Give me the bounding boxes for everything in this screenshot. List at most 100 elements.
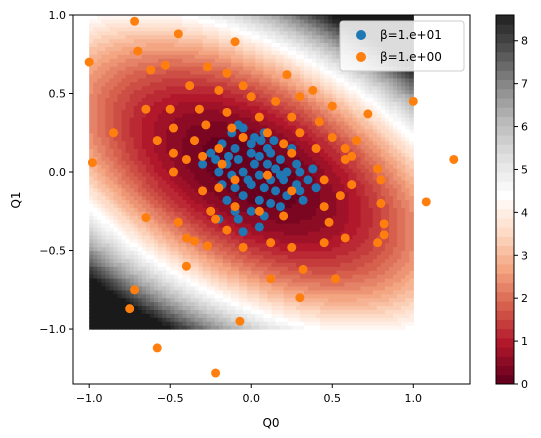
contour-cell <box>218 152 224 157</box>
contour-cell <box>214 132 220 138</box>
contour-cell <box>93 317 98 322</box>
contour-cell <box>174 325 179 330</box>
contour-cell <box>239 89 244 95</box>
contour-cell <box>113 93 119 99</box>
contour-cell <box>109 191 115 197</box>
contour-cell <box>324 297 329 303</box>
contour-cell <box>125 124 131 130</box>
contour-cell <box>299 50 305 55</box>
contour-cell <box>263 124 269 130</box>
contour-cell <box>328 54 333 59</box>
contour-cell <box>101 191 107 197</box>
contour-cell <box>129 50 135 55</box>
contour-cell <box>222 132 228 138</box>
contour-cell <box>182 164 188 169</box>
contour-cell <box>328 160 333 165</box>
contour-cell <box>182 81 188 87</box>
contour-cell <box>210 258 216 263</box>
contour-cell <box>137 54 143 59</box>
contour-cell <box>275 325 281 330</box>
contour-cell <box>295 203 301 208</box>
contour-cell <box>214 297 220 303</box>
contour-cell <box>251 81 256 87</box>
contour-cell <box>271 54 277 59</box>
contour-cell <box>320 97 325 102</box>
contour-cell <box>287 22 293 28</box>
contour-cell <box>145 54 151 59</box>
contour-cell <box>113 219 119 224</box>
contour-cell <box>170 293 175 299</box>
contour-cell <box>178 207 183 212</box>
contour-cell <box>287 30 293 36</box>
contour-cell <box>218 30 224 36</box>
contour-cell <box>194 46 200 51</box>
contour-cell <box>295 101 301 106</box>
contour-cell <box>275 305 281 311</box>
contour-cell <box>320 223 325 228</box>
contour-cell <box>186 179 192 185</box>
contour-cell <box>230 289 236 295</box>
contour-cell <box>235 191 240 197</box>
contour-cell <box>182 183 188 189</box>
contour-cell <box>145 289 151 295</box>
contour-cell <box>182 242 188 248</box>
contour-cell <box>137 274 143 279</box>
contour-cell <box>263 223 269 228</box>
contour-cell <box>166 242 171 248</box>
contour-cell <box>101 73 107 79</box>
contour-cell <box>279 254 285 259</box>
contour-cell <box>162 109 167 114</box>
contour-cell <box>275 281 281 287</box>
contour-cell <box>332 128 337 134</box>
contour-cell <box>283 183 289 189</box>
contour-cell <box>174 156 179 161</box>
contour-cell <box>158 266 163 271</box>
contour-cell <box>178 46 183 51</box>
contour-cell <box>166 85 171 91</box>
contour-cell <box>316 321 321 326</box>
contour-cell <box>206 38 212 44</box>
contour-cell <box>182 187 188 193</box>
contour-cell <box>158 113 163 118</box>
contour-cell <box>235 223 240 228</box>
contour-cell <box>105 97 111 102</box>
contour-cell <box>287 234 293 240</box>
contour-cell <box>267 38 273 44</box>
contour-cell <box>178 156 183 161</box>
contour-cell <box>230 215 236 220</box>
contour-cell <box>105 62 111 67</box>
contour-cell <box>133 207 139 212</box>
contour-cell <box>133 42 139 48</box>
contour-cell <box>158 89 163 95</box>
contour-cell <box>210 73 216 79</box>
contour-cell <box>162 22 167 28</box>
contour-cell <box>202 207 208 212</box>
contour-cell <box>222 34 228 40</box>
contour-cell <box>174 15 179 20</box>
contour-cell <box>247 69 252 75</box>
contour-cell <box>141 266 147 271</box>
contour-cell <box>206 46 212 51</box>
contour-cell <box>101 234 107 240</box>
contour-cell <box>291 274 297 279</box>
contour-cell <box>247 301 252 307</box>
contour-cell <box>206 18 212 24</box>
contour-cell <box>307 18 313 24</box>
contour-cell <box>320 254 325 259</box>
contour-cell <box>93 168 98 173</box>
contour-cell <box>113 113 119 118</box>
contour-cell <box>210 234 216 240</box>
contour-cell <box>255 266 260 271</box>
contour-cell <box>251 22 256 28</box>
contour-cell <box>312 179 317 185</box>
contour-cell <box>105 172 111 177</box>
contour-cell <box>218 18 224 24</box>
contour-cell <box>312 50 317 55</box>
contour-cell <box>243 101 248 106</box>
contour-cell <box>303 246 309 252</box>
contour-cell <box>202 117 208 122</box>
contour-cell <box>312 73 317 79</box>
contour-cell <box>93 148 98 153</box>
contour-cell <box>170 18 175 24</box>
contour-cell <box>243 66 248 71</box>
